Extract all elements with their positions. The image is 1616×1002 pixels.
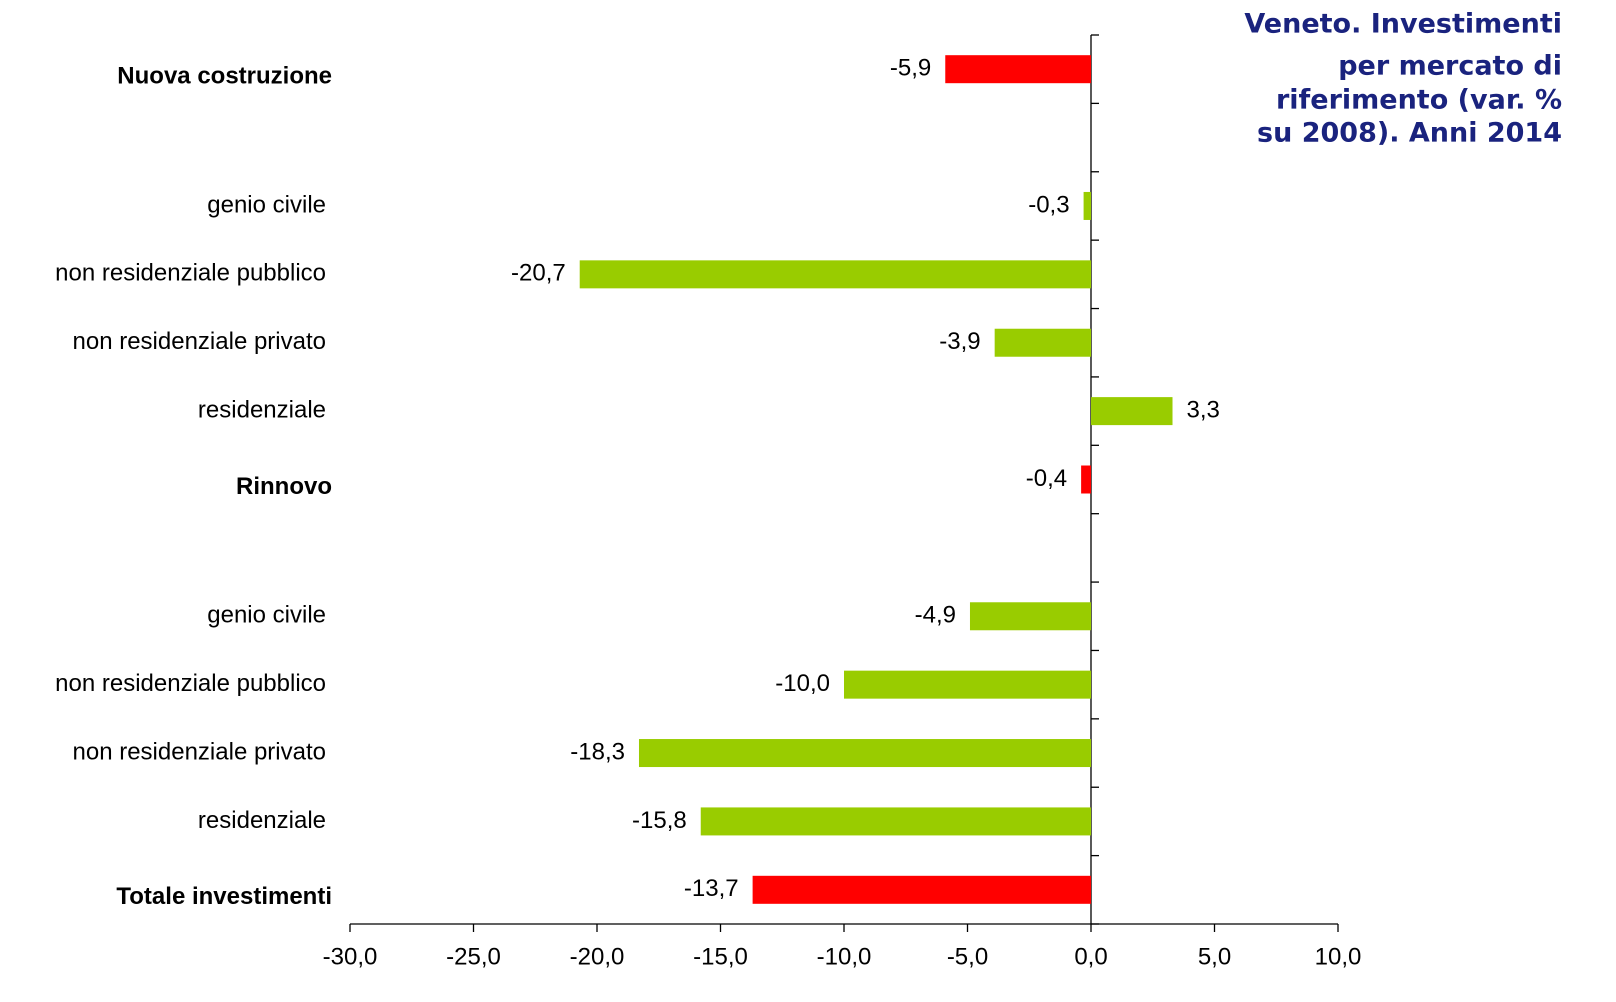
value-label: -18,3 [570, 738, 625, 765]
chart-title: riferimento (var. % [1276, 85, 1562, 116]
bar [994, 328, 1091, 357]
chart-title: per mercato di [1338, 51, 1562, 82]
value-label: -13,7 [684, 875, 739, 902]
value-label: 3,3 [1187, 396, 1220, 423]
x-tick-label: -25,0 [446, 943, 501, 970]
y-tick-label: residenziale [198, 807, 326, 834]
bar [579, 260, 1091, 289]
bar [1091, 397, 1173, 426]
x-tick-label: 5,0 [1198, 943, 1231, 970]
value-label: -4,9 [915, 602, 956, 629]
y-tick-label: Totale investimenti [116, 883, 332, 910]
y-tick-label: residenziale [198, 396, 326, 423]
chart-title: su 2008). Anni 2014 [1257, 118, 1562, 149]
bar [700, 807, 1091, 836]
bar [945, 55, 1091, 84]
x-tick-label: -15,0 [693, 943, 748, 970]
x-tick-label: -5,0 [947, 943, 988, 970]
y-tick-label: genio civile [207, 602, 326, 629]
x-tick-label: -30,0 [323, 943, 378, 970]
x-tick-label: -20,0 [570, 943, 625, 970]
bar [844, 670, 1091, 699]
x-tick-label: 0,0 [1074, 943, 1107, 970]
value-label: -3,9 [939, 328, 980, 355]
x-tick-label: 10,0 [1315, 943, 1362, 970]
y-tick-label: non residenziale privato [73, 328, 327, 355]
y-tick-label: Rinnovo [236, 473, 332, 500]
x-tick-label: -10,0 [817, 943, 872, 970]
value-label: -0,3 [1028, 191, 1069, 218]
y-tick-label: genio civile [207, 191, 326, 218]
value-label: -20,7 [511, 260, 566, 287]
bar [1083, 191, 1091, 220]
y-tick-label: Nuova costruzione [117, 63, 332, 90]
value-label: -0,4 [1026, 465, 1067, 492]
value-label: -15,8 [632, 807, 687, 834]
bar [752, 875, 1091, 904]
value-label: -5,9 [890, 55, 931, 82]
y-tick-label: non residenziale pubblico [55, 670, 326, 697]
value-label: -10,0 [775, 670, 830, 697]
chart-title: Veneto. Investimenti [1244, 9, 1562, 40]
bar [638, 739, 1091, 768]
y-tick-label: non residenziale pubblico [55, 260, 326, 287]
bar [1081, 465, 1091, 494]
y-tick-label: non residenziale privato [73, 738, 327, 765]
bar [969, 602, 1091, 631]
